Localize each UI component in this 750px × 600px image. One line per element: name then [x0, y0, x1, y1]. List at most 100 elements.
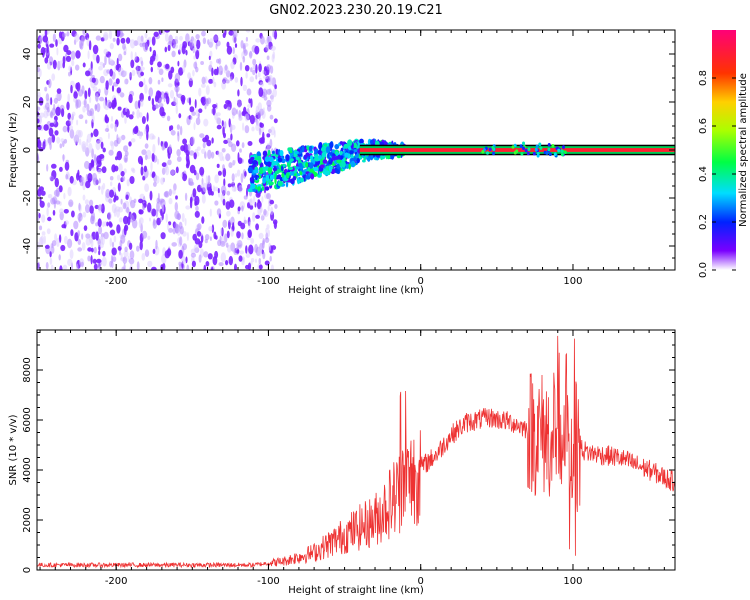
noise-blob — [214, 174, 219, 184]
noise-blob — [132, 111, 135, 116]
noise-blob — [208, 78, 214, 84]
noise-blob — [194, 200, 198, 206]
noise-blob — [266, 133, 271, 138]
noise-blob — [64, 220, 69, 226]
noise-blob — [117, 53, 123, 62]
noise-blob — [166, 95, 170, 105]
colorbar-tick-label: 0.2 — [698, 214, 709, 230]
noise-blob — [130, 138, 136, 143]
noise-blob — [161, 111, 166, 116]
noise-blob — [249, 76, 255, 83]
noise-blob — [164, 30, 170, 33]
noise-blob — [167, 83, 173, 88]
y-tick-label: 8000 — [22, 357, 33, 382]
noise-blob — [270, 45, 276, 52]
noise-blob — [128, 257, 135, 265]
noise-blob — [117, 182, 121, 192]
noise-blob — [196, 39, 201, 50]
signal-point — [295, 166, 300, 170]
y-tick-label: 0 — [22, 567, 33, 573]
signal-point — [339, 141, 344, 145]
noise-blob — [175, 97, 178, 108]
y-tick-label: -20 — [22, 190, 33, 206]
noise-blob — [136, 245, 140, 252]
noise-blob — [189, 115, 193, 121]
noise-blob — [130, 51, 133, 60]
spectrogram-y-axis-label: Frequency (Hz) — [8, 112, 19, 188]
noise-blob — [38, 97, 44, 106]
noise-blob — [116, 134, 119, 144]
noise-blob — [109, 229, 116, 236]
signal-point — [308, 145, 313, 152]
noise-blob — [105, 80, 109, 91]
noise-blob — [115, 64, 120, 71]
noise-blob — [73, 135, 79, 143]
noise-blob — [244, 113, 250, 122]
noise-blob — [266, 142, 271, 151]
noise-blob — [248, 98, 252, 104]
noise-blob — [49, 122, 55, 128]
noise-blob — [40, 235, 45, 246]
noise-blob — [198, 241, 203, 249]
noise-blob — [65, 174, 69, 180]
noise-blob — [242, 55, 246, 63]
noise-blob — [242, 122, 245, 131]
noise-blob — [258, 110, 261, 121]
noise-blob — [118, 163, 123, 173]
colorbar-gradient — [712, 30, 736, 270]
noise-blob — [82, 62, 86, 68]
noise-blob — [188, 150, 195, 156]
noise-blob — [190, 252, 196, 258]
noise-blob — [136, 109, 140, 119]
noise-blob — [228, 255, 233, 266]
noise-blob — [274, 84, 277, 90]
noise-blob — [89, 96, 92, 104]
noise-blob — [258, 87, 264, 97]
noise-blob — [48, 127, 54, 137]
signal-point — [561, 152, 564, 157]
noise-blob — [93, 128, 99, 137]
noise-blob — [119, 239, 123, 248]
noise-blob — [138, 81, 144, 88]
noise-blob — [110, 254, 114, 264]
noise-blob — [168, 227, 174, 233]
noise-blob — [80, 261, 84, 268]
signal-point — [334, 144, 340, 150]
noise-blob — [45, 93, 50, 102]
noise-blob — [139, 240, 143, 251]
noise-blob — [237, 206, 241, 212]
noise-blob — [255, 223, 259, 231]
noise-blob — [131, 69, 136, 77]
noise-blob — [125, 106, 128, 112]
noise-blob — [65, 55, 72, 63]
signal-point — [250, 183, 256, 190]
noise-blob — [122, 256, 128, 265]
noise-blob — [195, 205, 199, 212]
noise-blob — [211, 266, 214, 270]
noise-blob — [136, 35, 142, 46]
noise-blob — [239, 250, 244, 255]
noise-blob — [40, 190, 46, 196]
noise-blob — [43, 124, 49, 131]
noise-blob — [128, 242, 133, 250]
noise-blob — [75, 263, 79, 270]
noise-blob — [98, 88, 101, 95]
noise-blob — [108, 78, 113, 86]
noise-blob — [226, 106, 231, 111]
signal-point — [262, 177, 266, 184]
noise-blob — [71, 111, 76, 117]
noise-blob — [126, 206, 130, 214]
noise-blob — [77, 230, 81, 237]
y-tick-label: -40 — [22, 238, 33, 254]
signal-point — [547, 143, 551, 147]
noise-blob — [151, 152, 155, 162]
noise-blob — [163, 94, 166, 103]
signal-point — [488, 147, 492, 152]
noise-blob — [197, 223, 202, 231]
noise-blob — [141, 230, 148, 239]
noise-blob — [140, 71, 145, 77]
noise-blob — [102, 250, 106, 257]
signal-point — [277, 180, 283, 187]
noise-blob — [58, 60, 64, 69]
